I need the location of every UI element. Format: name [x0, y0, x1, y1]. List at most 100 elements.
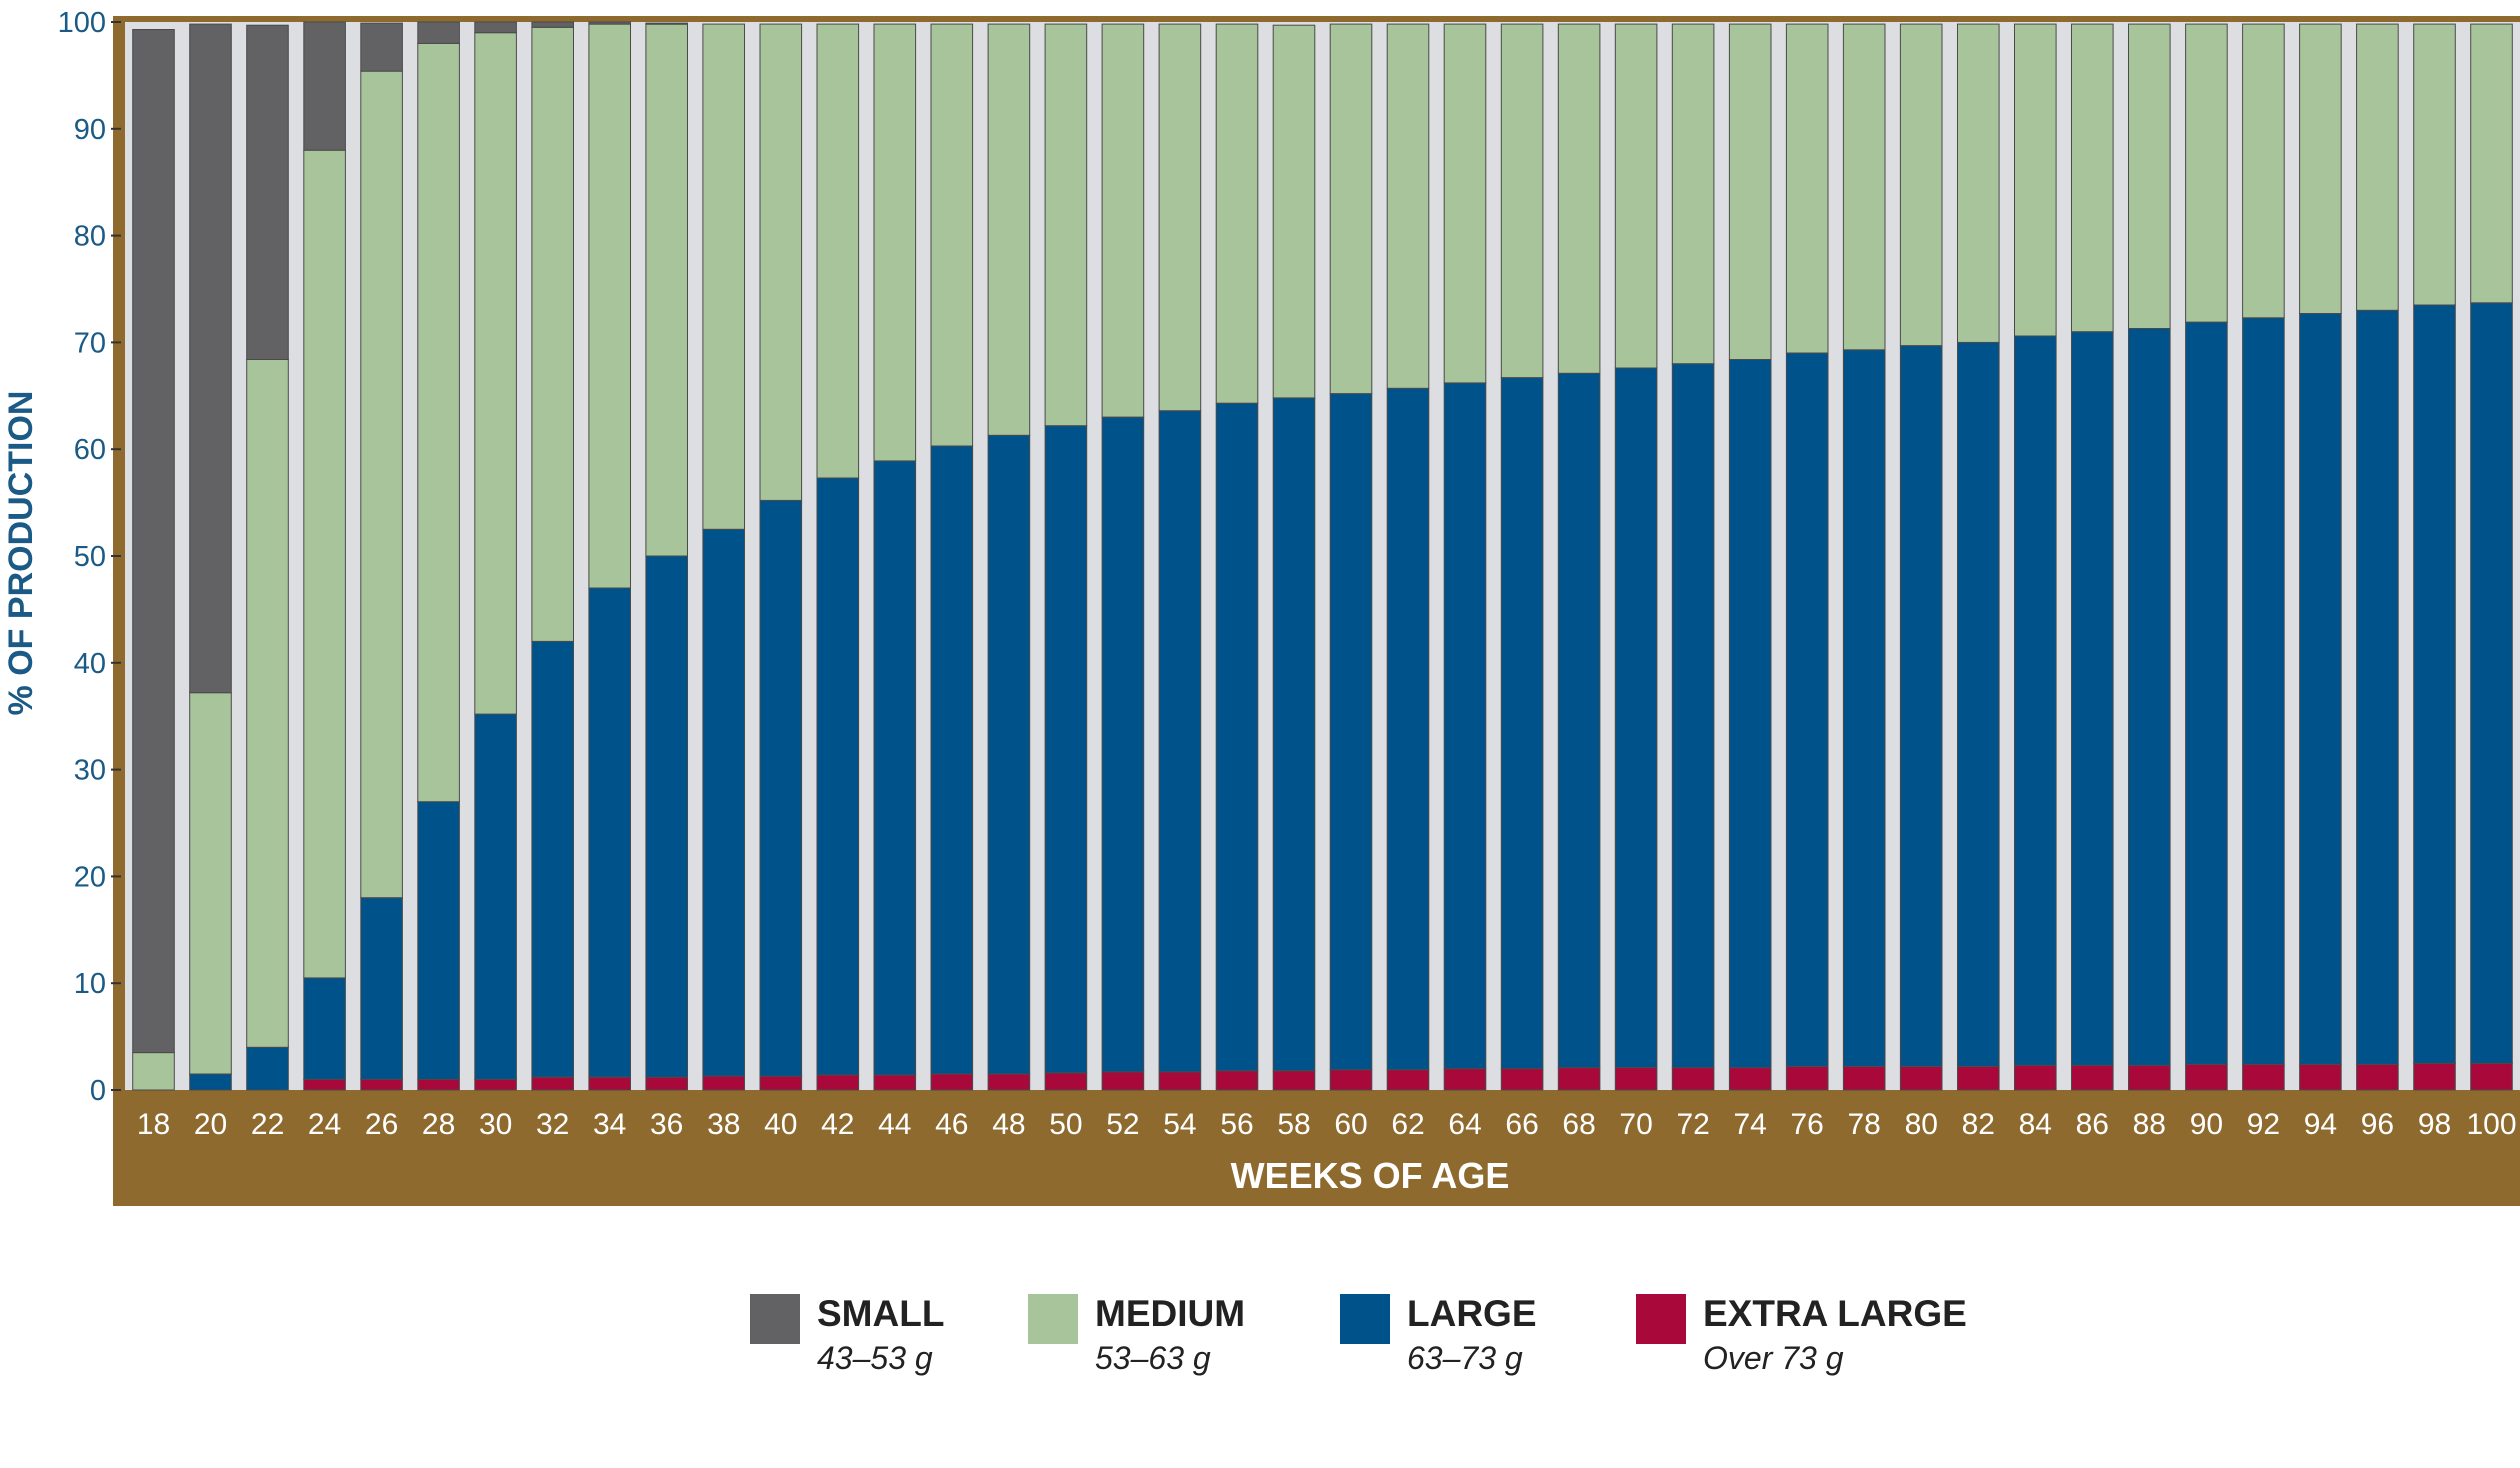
bar-large-week-20 — [189, 1073, 232, 1091]
bar-medium-week-50 — [1044, 23, 1088, 427]
legend-swatch-medium — [1028, 1294, 1078, 1344]
bar-large-week-96 — [2356, 309, 2399, 1065]
x-tick-label: 96 — [2361, 1108, 2394, 1141]
bar-medium-week-22 — [246, 359, 289, 1048]
bar-extra-large-week-52 — [1101, 1071, 1145, 1091]
bar-large-week-58 — [1272, 397, 1316, 1072]
bar-extra-large-week-66 — [1500, 1068, 1544, 1091]
x-tick-label: 18 — [137, 1108, 170, 1141]
bar-medium-week-62 — [1386, 23, 1430, 389]
legend-label-large: LARGE — [1407, 1293, 1537, 1334]
bar-large-week-48 — [987, 434, 1031, 1075]
bar-medium-week-56 — [1215, 23, 1259, 404]
bar-extra-large-week-72 — [1671, 1067, 1715, 1091]
bar-medium-week-78 — [1842, 23, 1886, 351]
bar-large-week-28 — [417, 801, 460, 1080]
bar-large-week-64 — [1443, 382, 1487, 1070]
y-tick-label: 80 — [74, 221, 106, 253]
bar-small-week-32 — [531, 21, 575, 28]
bar-medium-week-52 — [1101, 23, 1145, 418]
bar-medium-week-90 — [2185, 23, 2228, 323]
bar-medium-week-68 — [1557, 23, 1601, 374]
bar-large-week-46 — [930, 445, 974, 1075]
bar-small-week-24 — [303, 21, 346, 151]
bar-large-week-42 — [816, 477, 860, 1076]
bar-extra-large-week-100 — [2470, 1062, 2513, 1091]
legend-swatch-extra-large — [1636, 1294, 1686, 1344]
x-tick-label: 76 — [1791, 1108, 1824, 1141]
bar-large-week-70 — [1614, 367, 1658, 1068]
x-tick-label: 56 — [1220, 1108, 1253, 1141]
bar-extra-large-week-36 — [645, 1076, 689, 1091]
bar-medium-week-48 — [987, 23, 1031, 436]
x-tick-label: 44 — [878, 1108, 911, 1141]
y-tick-label: 90 — [74, 114, 106, 146]
y-tick-label: 0 — [90, 1075, 106, 1107]
bar-large-week-66 — [1500, 377, 1544, 1070]
bar-group — [132, 21, 2513, 1091]
bar-extra-large-week-70 — [1614, 1067, 1658, 1091]
bar-large-week-90 — [2185, 321, 2228, 1065]
bar-extra-large-week-76 — [1785, 1066, 1829, 1091]
bar-small-week-22 — [246, 24, 289, 360]
bar-medium-week-64 — [1443, 23, 1487, 384]
bar-medium-week-40 — [759, 23, 803, 501]
bar-extra-large-week-28 — [417, 1078, 460, 1091]
x-tick-label: 80 — [1905, 1108, 1938, 1141]
bar-large-week-88 — [2128, 328, 2171, 1066]
bar-large-week-86 — [2071, 331, 2114, 1066]
legend-range-extra-large: Over 73 g — [1703, 1340, 1844, 1376]
x-tick-label: 90 — [2190, 1108, 2223, 1141]
x-tick-label: 82 — [1962, 1108, 1995, 1141]
y-tick-label: 20 — [74, 861, 106, 893]
x-tick-label: 46 — [935, 1108, 968, 1141]
bar-medium-week-82 — [1957, 23, 2000, 343]
x-tick-label: 32 — [536, 1108, 569, 1141]
x-tick-label: 78 — [1848, 1108, 1881, 1141]
bar-extra-large-week-30 — [474, 1078, 517, 1091]
bar-large-week-40 — [759, 500, 803, 1077]
bar-medium-week-60 — [1329, 23, 1373, 395]
bar-extra-large-week-88 — [2128, 1064, 2171, 1091]
x-tick-label: 36 — [650, 1108, 683, 1141]
x-tick-label: 94 — [2304, 1108, 2337, 1141]
bar-medium-week-72 — [1671, 23, 1715, 365]
bar-large-week-22 — [246, 1046, 289, 1091]
bar-medium-week-100 — [2470, 23, 2513, 304]
bar-extra-large-week-84 — [2014, 1064, 2057, 1091]
x-tick-label: 48 — [992, 1108, 1025, 1141]
y-tick-label: 30 — [74, 755, 106, 787]
x-tick-label: 20 — [194, 1108, 227, 1141]
x-tick-label: 72 — [1677, 1108, 1710, 1141]
bar-large-week-68 — [1557, 372, 1601, 1069]
bar-extra-large-week-34 — [588, 1076, 632, 1091]
legend-swatch-small — [750, 1294, 800, 1344]
bar-medium-week-94 — [2299, 23, 2342, 314]
bar-small-week-20 — [189, 23, 232, 694]
x-tick-label: 58 — [1277, 1108, 1310, 1141]
bar-extra-large-week-94 — [2299, 1063, 2342, 1091]
bar-large-week-56 — [1215, 402, 1259, 1072]
bar-medium-week-36 — [645, 23, 689, 557]
x-tick-label: 70 — [1619, 1108, 1652, 1141]
bar-medium-week-54 — [1158, 23, 1202, 412]
bar-extra-large-week-54 — [1158, 1071, 1202, 1091]
bar-extra-large-week-62 — [1386, 1069, 1430, 1091]
y-tick-label: 40 — [74, 648, 106, 680]
x-tick-label: 24 — [308, 1108, 341, 1141]
x-tick-label: 98 — [2418, 1108, 2451, 1141]
x-tick-label: 30 — [479, 1108, 512, 1141]
bar-extra-large-week-56 — [1215, 1070, 1259, 1091]
bar-large-week-60 — [1329, 393, 1373, 1071]
legend: SMALL 43–53 g MEDIUM 53–63 g LARGE 63–73… — [0, 1290, 2520, 1410]
bar-extra-large-week-58 — [1272, 1070, 1316, 1091]
bar-medium-week-88 — [2128, 23, 2171, 329]
x-tick-label: 66 — [1505, 1108, 1538, 1141]
bar-extra-large-week-90 — [2185, 1063, 2228, 1091]
bar-extra-large-week-32 — [531, 1076, 575, 1091]
y-tick-label: 100 — [58, 7, 106, 39]
bar-large-week-24 — [303, 977, 346, 1080]
bar-medium-week-20 — [189, 692, 232, 1075]
bar-extra-large-week-24 — [303, 1078, 346, 1091]
plot-area — [125, 22, 2520, 1090]
